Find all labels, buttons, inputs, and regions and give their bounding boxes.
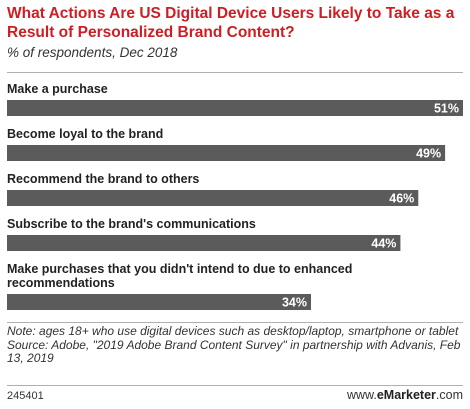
source-text: Source: Adobe, "2019 Adobe Brand Content… (7, 337, 461, 365)
bar (7, 294, 311, 310)
note-text: Note: ages 18+ who use digital devices s… (7, 324, 459, 338)
brand-prefix: www. (346, 388, 377, 402)
brand-link[interactable]: www.eMarketer.com (347, 388, 463, 402)
bar-value-label: 34% (282, 296, 307, 310)
bar-label: Make purchases that you didn't intend to… (7, 262, 352, 276)
chart-title: What Actions Are US Digital Device Users… (7, 5, 455, 41)
footer-divider (7, 385, 463, 386)
brand-suffix: .com (435, 388, 463, 402)
brand-name: eMarketer (376, 388, 436, 402)
chart-notes: Note: ages 18+ who use digital devices s… (7, 324, 463, 366)
bar-label: Become loyal to the brand (7, 127, 163, 141)
chart-id: 245401 (7, 390, 44, 402)
bar-value-label: 44% (371, 237, 396, 251)
bar-label: Make a purchase (7, 82, 108, 96)
bar (7, 235, 401, 251)
top-divider (7, 72, 463, 73)
bar-label: Recommend the brand to others (7, 172, 199, 186)
bar-value-label: 46% (389, 192, 414, 206)
bar (7, 145, 446, 161)
bar-label: Subscribe to the brand's communications (7, 217, 256, 231)
bar (7, 190, 419, 206)
bar-label: recommendations (7, 276, 115, 290)
bar-value-label: 49% (416, 147, 441, 161)
chart-subtitle: % of respondents, Dec 2018 (7, 45, 178, 60)
bar-value-label: 51% (434, 102, 459, 116)
bar (7, 100, 463, 116)
bottom-divider (7, 322, 463, 323)
